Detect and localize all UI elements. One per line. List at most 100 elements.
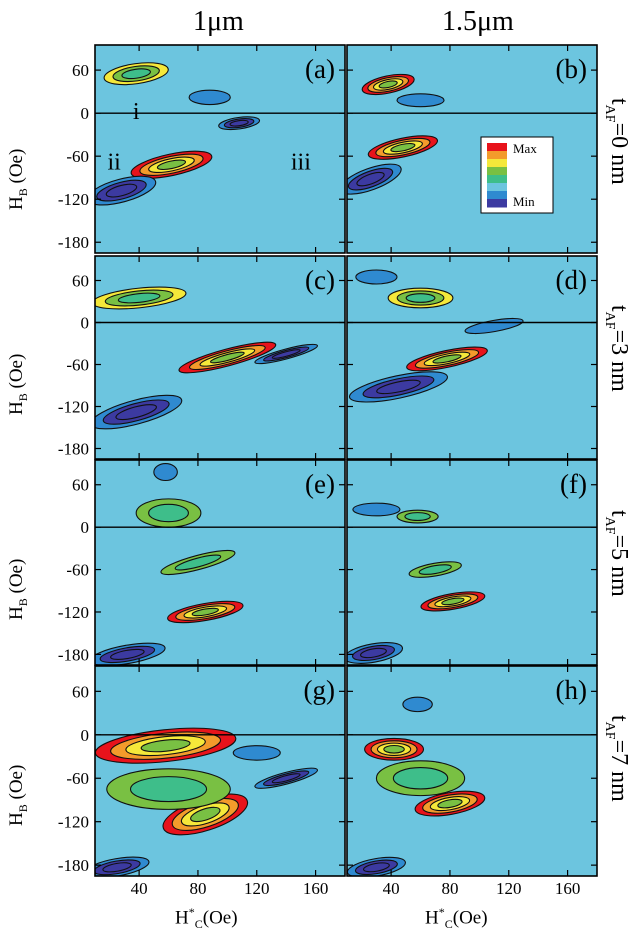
y-tick-label: 0 bbox=[81, 314, 90, 333]
heat-contour bbox=[432, 354, 462, 364]
heat-contour bbox=[174, 554, 222, 571]
heat-contour bbox=[105, 183, 138, 198]
heat-feature bbox=[364, 737, 425, 761]
colorbar-swatch bbox=[487, 143, 507, 152]
heat-contour bbox=[390, 142, 416, 153]
panel-frame bbox=[346, 44, 598, 254]
heat-contour bbox=[383, 744, 405, 754]
heat-feature bbox=[106, 768, 231, 810]
heat-contour bbox=[209, 351, 245, 364]
y-tick-label: -120 bbox=[58, 398, 89, 417]
panel-frame bbox=[346, 255, 598, 460]
heat-feature bbox=[232, 745, 281, 761]
column-title-1um: 1μm bbox=[193, 6, 244, 37]
heat-contour bbox=[352, 502, 401, 517]
heat-feature bbox=[95, 175, 157, 206]
heat-feature bbox=[347, 642, 404, 664]
heat-contour bbox=[402, 696, 433, 713]
heat-contour bbox=[232, 745, 281, 761]
panel-label: (g) bbox=[304, 675, 335, 705]
heat-feature bbox=[414, 790, 486, 817]
y-tick-label: -120 bbox=[58, 190, 89, 209]
panel-frame bbox=[346, 459, 598, 666]
heat-feature bbox=[367, 135, 439, 160]
heat-contour bbox=[115, 404, 157, 421]
colorbar-min-label: Min bbox=[513, 194, 535, 209]
colorbar-swatch bbox=[487, 167, 507, 176]
panel-background bbox=[347, 460, 597, 665]
heat-contour bbox=[437, 798, 463, 809]
heat-contour bbox=[404, 512, 431, 522]
panel-f bbox=[347, 460, 597, 665]
panel-b bbox=[347, 45, 597, 253]
heat-contour bbox=[156, 159, 187, 171]
heat-contour bbox=[376, 379, 421, 395]
heat-contour bbox=[121, 68, 151, 80]
heat-contour bbox=[148, 503, 189, 523]
panel-label: (c) bbox=[305, 265, 335, 295]
panel-e bbox=[95, 460, 345, 665]
heat-feature bbox=[406, 346, 488, 372]
heat-feature bbox=[408, 561, 462, 578]
heat-feature bbox=[167, 600, 244, 624]
heat-contour bbox=[396, 93, 445, 108]
x-tick-label: 40 bbox=[383, 879, 400, 898]
colorbar-max-label: Max bbox=[513, 141, 537, 156]
panel-g bbox=[95, 666, 345, 876]
heat-contour bbox=[117, 292, 161, 304]
heat-feature bbox=[95, 286, 187, 310]
panel-a bbox=[95, 45, 345, 253]
panel-label: (e) bbox=[305, 469, 335, 499]
panel-c bbox=[95, 256, 345, 459]
colorbar-swatch bbox=[487, 159, 507, 168]
heat-feature bbox=[254, 767, 319, 789]
y-tick-label: 60 bbox=[72, 682, 89, 701]
heat-feature bbox=[254, 343, 319, 365]
heat-contour bbox=[441, 597, 465, 606]
y-tick-label: 0 bbox=[81, 518, 90, 537]
heat-feature bbox=[95, 642, 166, 665]
heat-feature bbox=[218, 116, 261, 131]
heat-contour bbox=[110, 648, 145, 660]
x-tick-label: 40 bbox=[131, 879, 148, 898]
heat-feature bbox=[130, 150, 213, 179]
heat-contour bbox=[188, 89, 231, 106]
y-tick-label: -120 bbox=[58, 813, 89, 832]
colorbar-swatch bbox=[487, 151, 507, 160]
panel-label: (a) bbox=[305, 54, 335, 84]
heat-feature bbox=[387, 287, 454, 309]
heat-contour bbox=[418, 564, 452, 575]
heat-feature bbox=[396, 93, 445, 108]
heat-feature bbox=[352, 502, 401, 517]
panel-label: (h) bbox=[556, 675, 587, 705]
heat-feature bbox=[103, 62, 169, 86]
heat-contour bbox=[271, 773, 301, 784]
heat-contour bbox=[355, 269, 398, 285]
heat-contour bbox=[392, 766, 449, 790]
heat-contour bbox=[129, 776, 208, 803]
heat-contour bbox=[190, 806, 221, 823]
x-tick-label: 120 bbox=[244, 879, 270, 898]
x-tick-label: 80 bbox=[189, 879, 206, 898]
panel-frame bbox=[94, 255, 346, 460]
heat-contour bbox=[140, 739, 191, 753]
heat-feature bbox=[95, 394, 183, 430]
x-tick-label: 120 bbox=[496, 879, 522, 898]
heat-feature bbox=[396, 509, 439, 524]
heat-feature bbox=[402, 696, 433, 713]
heat-feature bbox=[188, 89, 231, 106]
panel-frame bbox=[94, 44, 346, 254]
y-tick-label: 60 bbox=[72, 61, 89, 80]
panel-label: (f) bbox=[560, 469, 587, 499]
heat-contour bbox=[153, 462, 178, 482]
y-tick-label: 60 bbox=[72, 272, 89, 291]
heat-contour bbox=[191, 607, 219, 617]
y-tick-label: -60 bbox=[66, 561, 89, 580]
panel-frame bbox=[94, 459, 346, 666]
heat-contour bbox=[102, 862, 132, 873]
y-tick-label: -180 bbox=[58, 440, 89, 459]
x-tick-label: 160 bbox=[555, 879, 581, 898]
heat-contour bbox=[405, 293, 436, 303]
